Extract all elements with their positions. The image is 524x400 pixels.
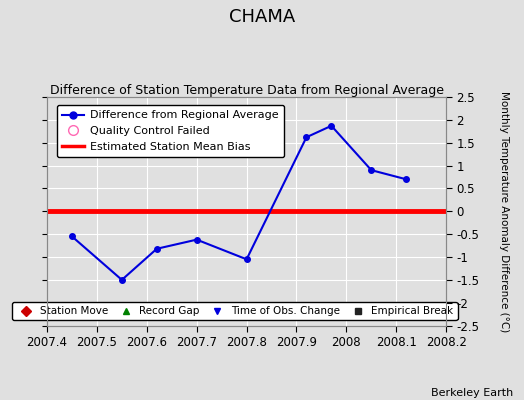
Text: Berkeley Earth: Berkeley Earth [431, 388, 514, 398]
Text: CHAMA: CHAMA [229, 8, 295, 26]
Y-axis label: Monthly Temperature Anomaly Difference (°C): Monthly Temperature Anomaly Difference (… [499, 91, 509, 332]
Title: Difference of Station Temperature Data from Regional Average: Difference of Station Temperature Data f… [50, 84, 444, 97]
Legend: Station Move, Record Gap, Time of Obs. Change, Empirical Break: Station Move, Record Gap, Time of Obs. C… [12, 302, 457, 320]
